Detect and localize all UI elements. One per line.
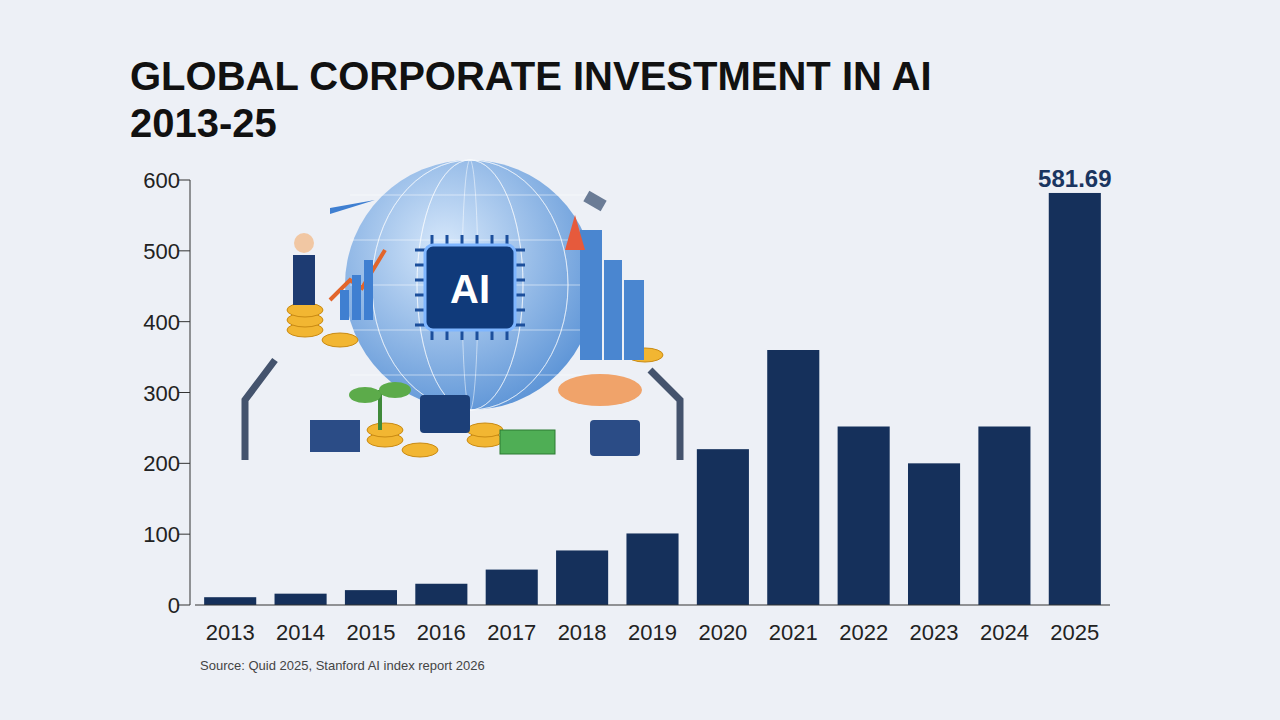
bar [978,427,1030,606]
bar [486,570,538,605]
y-tick-label: 400 [143,310,180,335]
globe [345,160,595,410]
bar [204,597,256,605]
y-tick-label: 500 [143,239,180,264]
x-tick-label: 2024 [980,620,1029,645]
y-tick-label: 600 [143,168,180,193]
person-body [293,255,315,305]
title-line: 2013-25 [130,101,277,145]
coin [467,423,503,437]
x-tick-label: 2013 [206,620,255,645]
bar [415,584,467,605]
x-axis-line [195,605,1110,606]
chart: GLOBAL CORPORATE INVESTMENT IN AI2013-25… [0,0,1280,720]
globe-parallel [350,195,590,196]
person-head [294,233,314,253]
source: Source: Quid 2025, Stanford AI index rep… [200,658,485,673]
coin [402,443,438,457]
plane [330,200,375,214]
y-tick-label: 100 [143,522,180,547]
icon-bar [352,275,361,320]
bar [697,449,749,605]
bar [838,427,890,606]
x-tick-label: 2015 [346,620,395,645]
x-tick-label: 2014 [276,620,325,645]
x-tick-label: 2023 [910,620,959,645]
x-tick-label: 2017 [487,620,536,645]
briefcase [420,395,470,433]
robot-arm [245,360,275,460]
x-tick-label: 2021 [769,620,818,645]
y-tick-label: 0 [168,593,180,618]
bar [345,590,397,605]
title-line: GLOBAL CORPORATE INVESTMENT IN AI [130,54,932,98]
bar [556,550,608,605]
globe-parallel [350,240,590,241]
globe-meridian [417,160,523,410]
x-tick-label: 2019 [628,620,677,645]
bar [767,350,819,605]
plant-leaf [349,387,381,403]
x-tick-label: 2022 [839,620,888,645]
building [604,260,622,360]
chip [425,245,515,330]
y-tick-label: 300 [143,381,180,406]
icon-bar [340,290,349,320]
bar [626,533,678,605]
bar [908,463,960,605]
building [624,280,644,360]
rocket [565,215,585,250]
tablet [590,420,640,456]
coin [367,423,403,437]
globe-parallel [350,375,590,376]
bar [1049,193,1101,605]
chip-label: AI [450,267,490,311]
y-tick-label: 200 [143,451,180,476]
coin [322,333,358,347]
x-tick-label: 2016 [417,620,466,645]
satellite [583,191,606,211]
x-tick-label: 2018 [558,620,607,645]
globe-meridian [372,160,568,410]
robot-arm [650,370,680,460]
handshake [558,374,642,406]
icon-bar [364,260,373,320]
x-tick-label: 2025 [1050,620,1099,645]
background [0,0,1280,720]
coin [287,303,323,317]
bars [204,193,1101,605]
laptop [310,420,360,452]
illustration: AI [245,160,680,460]
x-tick-label: 2020 [698,620,747,645]
cash [500,430,555,454]
plant-leaf [379,382,411,398]
title: GLOBAL CORPORATE INVESTMENT IN AI2013-25 [130,54,932,145]
globe-meridian [417,160,523,410]
bar [275,594,327,605]
data-label: 581.69 [1038,165,1111,192]
